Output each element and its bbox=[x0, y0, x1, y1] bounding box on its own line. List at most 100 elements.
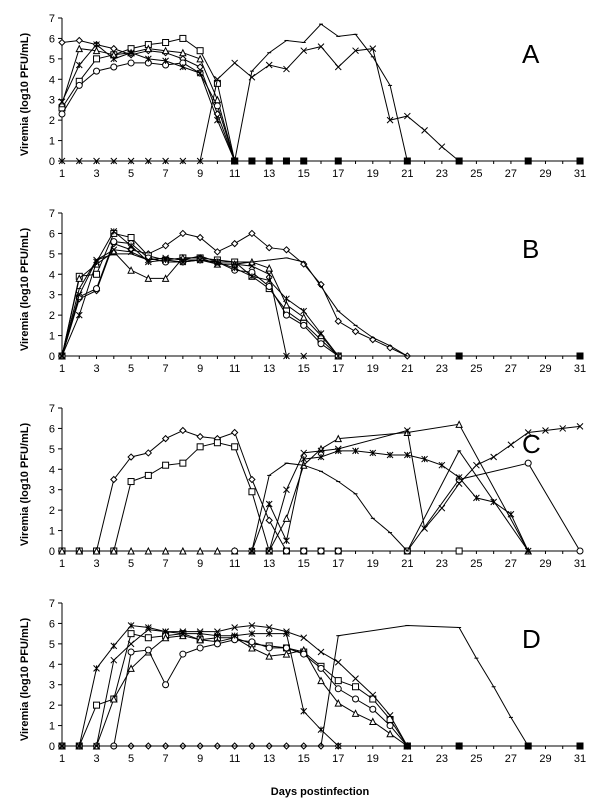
y-tick-label: 1 bbox=[49, 721, 55, 733]
data-point bbox=[231, 59, 239, 67]
data-point bbox=[455, 547, 463, 555]
data-point bbox=[576, 157, 584, 165]
data-point bbox=[231, 632, 239, 640]
data-point bbox=[248, 630, 256, 637]
data-point bbox=[576, 352, 584, 360]
x-tick-label: 3 bbox=[93, 363, 99, 375]
data-point bbox=[75, 36, 83, 45]
x-tick-label: 19 bbox=[367, 753, 379, 765]
y-tick-label: 0 bbox=[49, 546, 55, 558]
data-point bbox=[248, 475, 256, 484]
data-point bbox=[196, 69, 204, 77]
data-point bbox=[265, 630, 273, 637]
data-point bbox=[403, 112, 411, 120]
series-line bbox=[61, 230, 339, 357]
data-point bbox=[282, 246, 291, 254]
data-point bbox=[282, 300, 291, 309]
data-point bbox=[58, 352, 66, 360]
data-point bbox=[265, 157, 273, 165]
data-point bbox=[300, 634, 308, 642]
x-tick-label: 3 bbox=[93, 558, 99, 570]
data-point bbox=[127, 49, 135, 57]
y-tick-label: 6 bbox=[49, 423, 55, 435]
data-point bbox=[213, 248, 222, 256]
y-tick-label: 6 bbox=[49, 618, 55, 630]
y-tick-label: 0 bbox=[49, 741, 55, 753]
panel-label: D bbox=[522, 624, 541, 654]
data-point bbox=[196, 546, 204, 555]
y-tick-label: 1 bbox=[49, 331, 55, 343]
x-tick-label: 25 bbox=[470, 363, 482, 375]
data-point bbox=[127, 664, 135, 672]
data-point bbox=[438, 143, 446, 151]
data-point bbox=[490, 453, 498, 461]
series-line bbox=[62, 423, 529, 552]
data-point bbox=[334, 157, 342, 165]
x-tick-label: 11 bbox=[229, 363, 240, 375]
x-tick-label: 1 bbox=[59, 363, 65, 375]
series-line bbox=[61, 232, 339, 357]
data-point bbox=[75, 546, 84, 555]
data-point bbox=[403, 742, 411, 750]
x-tick-label: 31 bbox=[574, 168, 586, 180]
data-point bbox=[127, 640, 135, 648]
data-point bbox=[214, 75, 221, 83]
data-point bbox=[92, 546, 101, 555]
data-point bbox=[127, 266, 135, 274]
x-tick-label: 7 bbox=[163, 753, 169, 765]
data-point bbox=[265, 264, 274, 272]
data-point bbox=[283, 65, 290, 73]
data-point bbox=[403, 157, 411, 165]
x-tick-label: 9 bbox=[197, 753, 203, 765]
data-point bbox=[162, 39, 170, 47]
data-point bbox=[230, 239, 239, 248]
data-point bbox=[110, 157, 118, 165]
data-point bbox=[179, 229, 187, 238]
x-tick-label: 27 bbox=[505, 753, 517, 765]
data-point bbox=[127, 453, 135, 461]
data-point bbox=[299, 313, 308, 321]
data-point bbox=[213, 439, 221, 447]
series-line bbox=[62, 46, 460, 162]
x-tick-label: 7 bbox=[163, 168, 169, 180]
data-point bbox=[369, 705, 377, 713]
x-tick-label: 25 bbox=[470, 753, 482, 765]
y-tick-label: 5 bbox=[49, 444, 55, 456]
x-tick-label: 31 bbox=[574, 558, 586, 570]
data-point bbox=[300, 260, 308, 268]
data-point bbox=[317, 664, 325, 672]
x-tick-label: 21 bbox=[401, 363, 413, 375]
x-tick-label: 31 bbox=[574, 753, 586, 765]
data-point bbox=[93, 67, 101, 75]
data-point bbox=[75, 61, 83, 69]
data-point bbox=[283, 628, 290, 635]
data-point bbox=[369, 691, 377, 699]
data-point bbox=[334, 658, 342, 666]
panel-label: A bbox=[522, 39, 540, 69]
series-cross bbox=[58, 622, 411, 750]
x-tick-label: 23 bbox=[436, 558, 448, 570]
x-axis-label: Days postinfection bbox=[271, 786, 370, 798]
x-tick-label: 9 bbox=[197, 558, 203, 570]
x-tick-label: 15 bbox=[298, 558, 310, 570]
data-point bbox=[317, 330, 325, 337]
data-point bbox=[507, 441, 515, 449]
data-point bbox=[282, 547, 290, 555]
data-point bbox=[127, 248, 135, 256]
data-point bbox=[300, 47, 308, 55]
y-tick-label: 6 bbox=[49, 33, 55, 45]
data-point bbox=[282, 649, 291, 658]
data-point bbox=[421, 455, 428, 463]
y-tick-label: 1 bbox=[49, 136, 55, 148]
panel-label: B bbox=[522, 234, 539, 264]
series-cross bbox=[58, 43, 463, 165]
data-point bbox=[455, 480, 463, 487]
series-line bbox=[62, 442, 460, 552]
data-point bbox=[127, 59, 135, 67]
data-point bbox=[127, 157, 135, 165]
y-tick-label: 2 bbox=[49, 115, 55, 127]
data-point bbox=[317, 676, 325, 685]
data-point bbox=[300, 307, 308, 315]
